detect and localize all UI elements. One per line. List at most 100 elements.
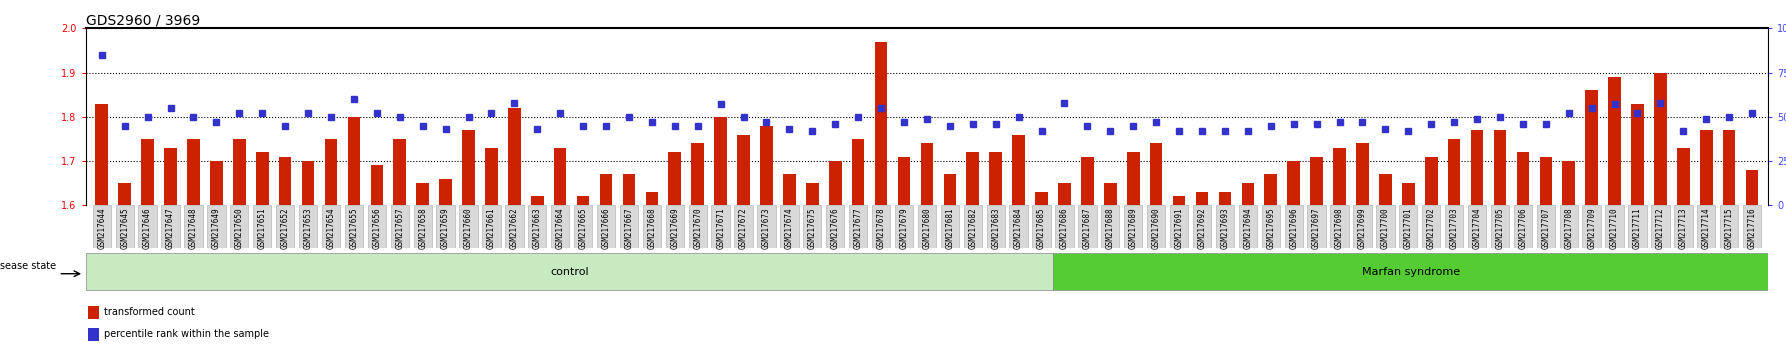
Bar bbox=[1700, 130, 1713, 205]
Bar bbox=[782, 175, 797, 205]
Bar bbox=[1173, 196, 1186, 205]
FancyBboxPatch shape bbox=[941, 205, 959, 248]
Text: GSM217676: GSM217676 bbox=[830, 207, 839, 249]
Text: GSM217698: GSM217698 bbox=[1334, 207, 1345, 249]
Bar bbox=[1425, 156, 1438, 205]
Text: GSM217661: GSM217661 bbox=[488, 207, 497, 249]
Bar bbox=[118, 183, 130, 205]
FancyBboxPatch shape bbox=[1261, 205, 1281, 248]
Text: GSM217678: GSM217678 bbox=[877, 207, 886, 249]
Bar bbox=[86, 253, 1054, 290]
Bar bbox=[463, 130, 475, 205]
FancyBboxPatch shape bbox=[918, 205, 936, 248]
FancyBboxPatch shape bbox=[230, 205, 248, 248]
Text: GSM217649: GSM217649 bbox=[213, 207, 221, 249]
FancyBboxPatch shape bbox=[666, 205, 684, 248]
Bar bbox=[600, 175, 613, 205]
Text: transformed count: transformed count bbox=[104, 308, 195, 318]
Text: GSM217683: GSM217683 bbox=[991, 207, 1000, 249]
Text: GSM217663: GSM217663 bbox=[532, 207, 541, 249]
Bar bbox=[486, 148, 498, 205]
FancyBboxPatch shape bbox=[1307, 205, 1325, 248]
Bar bbox=[1054, 253, 1768, 290]
Text: GSM217680: GSM217680 bbox=[922, 207, 932, 249]
Text: GSM217710: GSM217710 bbox=[1609, 207, 1620, 249]
Bar bbox=[1218, 192, 1231, 205]
FancyBboxPatch shape bbox=[780, 205, 798, 248]
Text: GSM217645: GSM217645 bbox=[120, 207, 129, 249]
Bar bbox=[348, 117, 361, 205]
Text: GSM217685: GSM217685 bbox=[1038, 207, 1047, 249]
Text: GSM217647: GSM217647 bbox=[166, 207, 175, 249]
Text: GSM217688: GSM217688 bbox=[1106, 207, 1114, 249]
FancyBboxPatch shape bbox=[827, 205, 845, 248]
Text: GSM217659: GSM217659 bbox=[441, 207, 450, 249]
Bar bbox=[989, 152, 1002, 205]
FancyBboxPatch shape bbox=[1652, 205, 1670, 248]
FancyBboxPatch shape bbox=[1697, 205, 1715, 248]
FancyBboxPatch shape bbox=[1331, 205, 1348, 248]
Bar bbox=[88, 306, 100, 319]
Bar bbox=[943, 175, 956, 205]
Text: GSM217708: GSM217708 bbox=[1565, 207, 1573, 249]
FancyBboxPatch shape bbox=[1032, 205, 1050, 248]
FancyBboxPatch shape bbox=[505, 205, 523, 248]
Text: GSM217699: GSM217699 bbox=[1357, 207, 1366, 249]
Bar bbox=[1057, 183, 1072, 205]
FancyBboxPatch shape bbox=[1422, 205, 1440, 248]
Text: GSM217651: GSM217651 bbox=[257, 207, 266, 249]
Bar bbox=[898, 156, 911, 205]
Bar bbox=[1311, 156, 1323, 205]
FancyBboxPatch shape bbox=[620, 205, 638, 248]
FancyBboxPatch shape bbox=[254, 205, 271, 248]
Bar bbox=[1241, 183, 1254, 205]
FancyBboxPatch shape bbox=[1056, 205, 1073, 248]
Text: GSM217694: GSM217694 bbox=[1243, 207, 1252, 249]
Text: percentile rank within the sample: percentile rank within the sample bbox=[104, 329, 268, 339]
Bar bbox=[829, 161, 841, 205]
Bar bbox=[1607, 77, 1622, 205]
Bar bbox=[325, 139, 338, 205]
Text: Marfan syndrome: Marfan syndrome bbox=[1361, 267, 1459, 277]
Text: GSM217656: GSM217656 bbox=[371, 207, 382, 249]
Text: GSM217715: GSM217715 bbox=[1725, 207, 1734, 249]
Text: GSM217689: GSM217689 bbox=[1129, 207, 1138, 249]
Bar bbox=[920, 143, 934, 205]
Text: GSM217653: GSM217653 bbox=[304, 207, 313, 249]
Bar bbox=[1723, 130, 1736, 205]
FancyBboxPatch shape bbox=[414, 205, 432, 248]
FancyBboxPatch shape bbox=[552, 205, 570, 248]
FancyBboxPatch shape bbox=[1468, 205, 1486, 248]
FancyBboxPatch shape bbox=[161, 205, 180, 248]
Bar bbox=[1470, 130, 1484, 205]
Text: GSM217646: GSM217646 bbox=[143, 207, 152, 249]
FancyBboxPatch shape bbox=[1239, 205, 1257, 248]
FancyBboxPatch shape bbox=[529, 205, 547, 248]
Bar bbox=[1081, 156, 1093, 205]
Text: GSM217655: GSM217655 bbox=[350, 207, 359, 249]
FancyBboxPatch shape bbox=[597, 205, 614, 248]
Text: GSM217671: GSM217671 bbox=[716, 207, 725, 249]
FancyBboxPatch shape bbox=[986, 205, 1006, 248]
Text: GSM217650: GSM217650 bbox=[234, 207, 245, 249]
Bar bbox=[691, 143, 704, 205]
Bar bbox=[393, 139, 405, 205]
Text: GSM217675: GSM217675 bbox=[807, 207, 816, 249]
Bar bbox=[805, 183, 818, 205]
FancyBboxPatch shape bbox=[139, 205, 157, 248]
Text: GSM217714: GSM217714 bbox=[1702, 207, 1711, 249]
FancyBboxPatch shape bbox=[1491, 205, 1509, 248]
Text: GSM217681: GSM217681 bbox=[945, 207, 954, 249]
FancyBboxPatch shape bbox=[1536, 205, 1556, 248]
Bar bbox=[1127, 152, 1139, 205]
FancyBboxPatch shape bbox=[459, 205, 477, 248]
Bar bbox=[1332, 148, 1347, 205]
Text: GSM217670: GSM217670 bbox=[693, 207, 702, 249]
FancyBboxPatch shape bbox=[1193, 205, 1211, 248]
Bar bbox=[302, 161, 314, 205]
Text: GSM217701: GSM217701 bbox=[1404, 207, 1413, 249]
Text: GSM217679: GSM217679 bbox=[900, 207, 909, 249]
FancyBboxPatch shape bbox=[1515, 205, 1532, 248]
FancyBboxPatch shape bbox=[1147, 205, 1164, 248]
FancyBboxPatch shape bbox=[207, 205, 225, 248]
